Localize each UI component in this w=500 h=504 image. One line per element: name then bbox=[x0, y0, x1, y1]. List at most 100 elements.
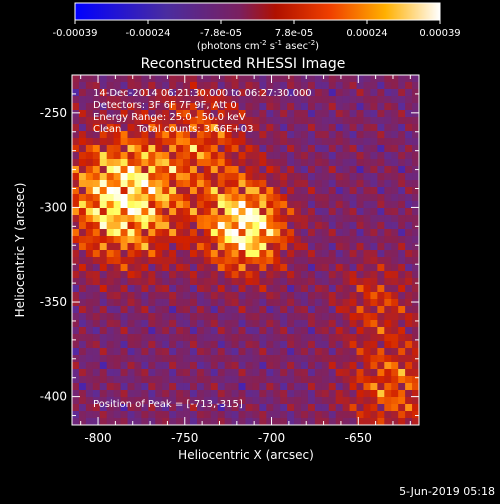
heatmap-cell bbox=[148, 404, 156, 412]
heatmap-cell bbox=[196, 222, 205, 230]
heatmap-cell bbox=[183, 96, 191, 104]
heatmap-cell bbox=[72, 341, 80, 349]
heatmap-cell bbox=[78, 208, 87, 216]
heatmap-cell bbox=[106, 341, 115, 349]
heatmap-cell bbox=[266, 75, 274, 83]
heatmap-cell bbox=[92, 229, 101, 237]
heatmap-cell bbox=[85, 208, 94, 216]
heatmap-cell bbox=[92, 110, 101, 118]
heatmap-cell bbox=[321, 131, 330, 139]
heatmap-cell bbox=[217, 334, 226, 342]
heatmap-cell bbox=[72, 222, 80, 230]
heatmap-cell bbox=[162, 173, 170, 181]
heatmap-cell bbox=[78, 348, 87, 356]
heatmap-cell bbox=[99, 103, 108, 111]
heatmap-cell bbox=[342, 145, 350, 153]
heatmap-cell bbox=[245, 327, 253, 335]
heatmap-cell bbox=[203, 201, 212, 209]
heatmap-cell bbox=[224, 159, 233, 167]
heatmap-cell bbox=[203, 75, 212, 83]
heatmap-cell bbox=[141, 278, 149, 286]
heatmap-cell bbox=[405, 376, 413, 384]
heatmap-cell bbox=[259, 131, 267, 139]
heatmap-cell bbox=[259, 201, 267, 209]
heatmap-cell bbox=[342, 103, 350, 111]
heatmap-cell bbox=[183, 222, 191, 230]
heatmap-cell bbox=[127, 306, 135, 314]
heatmap-cell bbox=[92, 96, 101, 104]
heatmap-cell bbox=[370, 264, 378, 272]
heatmap-cell bbox=[169, 103, 177, 111]
heatmap-cell bbox=[148, 299, 156, 307]
heatmap-cell bbox=[363, 243, 371, 251]
heatmap-cell bbox=[238, 201, 246, 209]
heatmap-cell bbox=[370, 383, 378, 391]
heatmap-cell bbox=[321, 257, 330, 265]
heatmap-cell bbox=[92, 306, 101, 314]
heatmap-cell bbox=[266, 208, 274, 216]
heatmap-cell bbox=[405, 103, 413, 111]
heatmap-cell bbox=[363, 271, 371, 279]
heatmap-cell bbox=[92, 138, 101, 146]
heatmap-cell bbox=[370, 292, 378, 300]
heatmap-cell bbox=[370, 180, 378, 188]
heatmap-cell bbox=[148, 292, 156, 300]
heatmap-cell bbox=[273, 96, 281, 104]
heatmap-cell bbox=[196, 278, 205, 286]
heatmap-cell bbox=[141, 369, 149, 377]
heatmap-cell bbox=[321, 383, 330, 391]
heatmap-cell bbox=[169, 229, 177, 237]
heatmap-cell bbox=[398, 271, 406, 279]
heatmap-cell bbox=[301, 138, 309, 146]
heatmap-cell bbox=[245, 222, 253, 230]
heatmap-cell bbox=[245, 257, 253, 265]
heatmap-cell bbox=[335, 82, 344, 90]
heatmap-cell bbox=[85, 229, 94, 237]
heatmap-cell bbox=[356, 369, 364, 377]
heatmap-cell bbox=[356, 334, 364, 342]
heatmap-cell bbox=[314, 278, 323, 286]
heatmap-cell bbox=[287, 320, 295, 328]
heatmap-cell bbox=[162, 327, 170, 335]
heatmap-cell bbox=[217, 243, 226, 251]
heatmap-cell bbox=[162, 264, 170, 272]
heatmap-cell bbox=[405, 334, 413, 342]
heatmap-cell bbox=[342, 194, 350, 202]
heatmap-cell bbox=[370, 376, 378, 384]
heatmap-cell bbox=[210, 404, 219, 412]
heatmap-cell bbox=[252, 397, 260, 405]
y-axis-label: Heliocentric Y (arcsec) bbox=[13, 183, 27, 318]
heatmap-cell bbox=[391, 327, 399, 335]
heatmap-cell bbox=[287, 313, 295, 321]
heatmap-cell bbox=[280, 110, 288, 118]
heatmap-cell bbox=[134, 292, 142, 300]
heatmap-cell bbox=[405, 320, 413, 328]
heatmap-cell bbox=[377, 348, 385, 356]
heatmap-cell bbox=[328, 159, 337, 167]
heatmap-cell bbox=[363, 341, 371, 349]
heatmap-cell bbox=[377, 243, 385, 251]
heatmap-cell bbox=[391, 404, 399, 412]
heatmap-cell bbox=[349, 222, 357, 230]
heatmap-cell bbox=[245, 376, 253, 384]
heatmap-cell bbox=[307, 173, 316, 181]
heatmap-cell bbox=[252, 110, 260, 118]
heatmap-cell bbox=[356, 117, 364, 125]
heatmap-cell bbox=[335, 215, 344, 223]
heatmap-cell bbox=[280, 75, 288, 83]
heatmap-cell bbox=[259, 215, 267, 223]
heatmap-cell bbox=[238, 194, 246, 202]
heatmap-cell bbox=[287, 299, 295, 307]
heatmap-cell bbox=[113, 285, 121, 293]
heatmap-cell bbox=[349, 201, 357, 209]
heatmap-cell bbox=[189, 110, 198, 118]
heatmap-cell bbox=[266, 124, 274, 132]
heatmap-cell bbox=[155, 397, 163, 405]
heatmap-cell bbox=[266, 292, 274, 300]
heatmap-cell bbox=[72, 138, 80, 146]
heatmap-cell bbox=[266, 222, 274, 230]
heatmap-cell bbox=[238, 278, 246, 286]
heatmap-cell bbox=[106, 82, 115, 90]
heatmap-cell bbox=[328, 89, 337, 97]
heatmap-cell bbox=[92, 131, 101, 139]
